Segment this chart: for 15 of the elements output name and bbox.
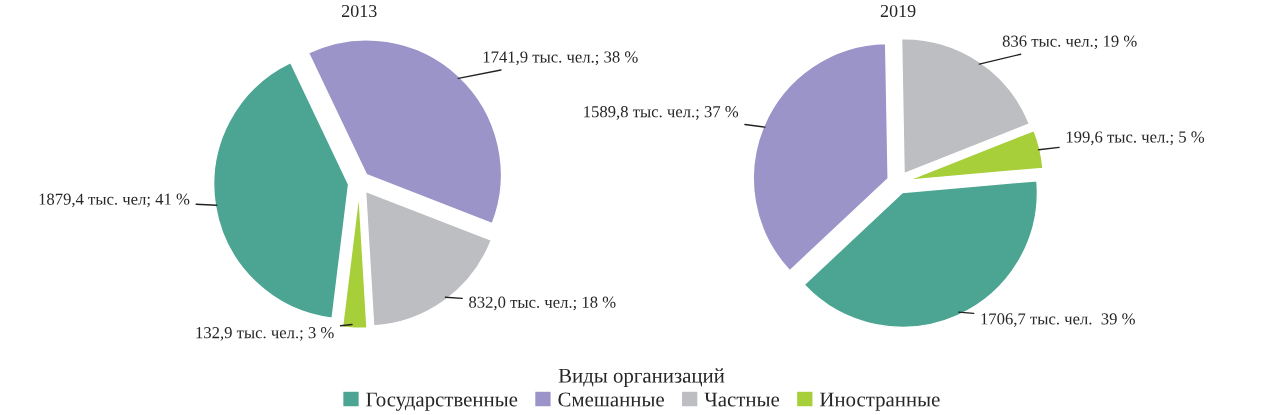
chart-title: 2019 <box>880 4 916 18</box>
data-label: 836 тыс. чел.; 19 % <box>1002 35 1137 50</box>
data-label: 1741,9 тыс. чел.; 38 % <box>483 51 638 66</box>
data-label: 832,0 тыс. чел.; 18 % <box>469 296 616 311</box>
data-label: 132,9 тыс. чел.; 3 % <box>196 327 334 341</box>
legend-label: Государственные <box>366 392 518 411</box>
legend-title: Виды организаций <box>558 368 725 387</box>
chart-title: 2013 <box>341 4 377 18</box>
legend-label: Иностранные <box>819 392 940 411</box>
data-label: 1706,7 тыс. чел. 39 % <box>981 313 1135 327</box>
legend-label: Смешанные <box>558 392 664 407</box>
legend-label: Частные <box>704 392 780 407</box>
data-label: 1589,8 тыс. чел.; 37 % <box>584 106 739 120</box>
data-label: 199,6 тыс. чел.; 5 % <box>1066 131 1205 146</box>
data-label: 1879,4 тыс. чел; 41 % <box>39 193 190 208</box>
